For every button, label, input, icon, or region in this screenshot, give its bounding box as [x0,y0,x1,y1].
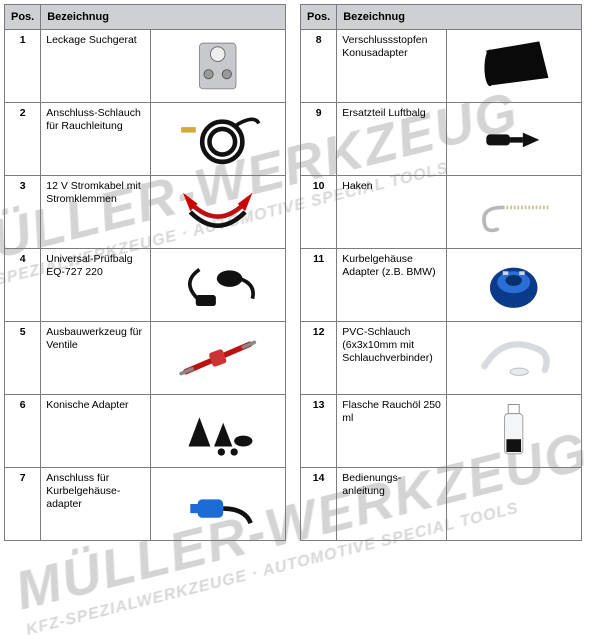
cell-pos: 1 [5,30,41,103]
table-row: 8Verschlussstopfen Konusadapter [301,30,582,103]
cell-pos: 6 [5,395,41,468]
table-row: 2Anschluss-Schlauch für Rauchleitung [5,103,286,176]
manual-icon [452,472,576,536]
cell-image [446,30,581,103]
table-row: 9Ersatzteil Luftbalg [301,103,582,176]
cell-image [150,176,285,249]
blue-adapter-icon [452,253,576,317]
cell-image [150,322,285,395]
cell-pos: 14 [301,468,337,541]
cell-desc: Anschluss-Schlauch für Rauchleitung [41,103,150,176]
table-row: 1Leckage Suchgerat [5,30,286,103]
table-row: 4Universal-Prüfbalg EQ-727 220 [5,249,286,322]
hook-icon [452,180,576,244]
cell-pos: 4 [5,249,41,322]
table-row: 14Bedienungs-anleitung [301,468,582,541]
cell-image [446,103,581,176]
cell-pos: 2 [5,103,41,176]
cell-desc: Konische Adapter [41,395,150,468]
cell-image [446,176,581,249]
cell-pos: 13 [301,395,337,468]
tables-wrap: Pos. Bezeichnug 1Leckage Suchgerat2Ansch… [0,0,593,545]
valve-tool-icon [156,326,280,390]
parts-table-left: Pos. Bezeichnug 1Leckage Suchgerat2Ansch… [4,4,286,541]
jumper-clamps-icon [156,180,280,244]
table-row: 6Konische Adapter [5,395,286,468]
cell-image [446,249,581,322]
cell-image [150,249,285,322]
table-row: 5Ausbauwerkzeug für Ventile [5,322,286,395]
cell-image [150,30,285,103]
table-row: 7Anschluss für Kurbelgehäuse-adapter [5,468,286,541]
cell-image [150,395,285,468]
cell-image [446,395,581,468]
cell-desc: Bedienungs-anleitung [337,468,447,541]
table-row: 12PVC-Schlauch (6x3x10mm mit Schlauchver… [301,322,582,395]
cell-desc: Kurbelgehäuse Adapter (z.B. BMW) [337,249,447,322]
table-row: 312 V Stromkabel mit Stromklemmen [5,176,286,249]
table-row: 11Kurbelgehäuse Adapter (z.B. BMW) [301,249,582,322]
cell-desc: Ersatzteil Luftbalg [337,103,447,176]
bottle-icon [452,399,576,463]
cell-pos: 12 [301,322,337,395]
cell-desc: PVC-Schlauch (6x3x10mm mit Schlauchverbi… [337,322,447,395]
cone-adapters-icon [156,399,280,463]
cell-pos: 7 [5,468,41,541]
table-row: 10Haken [301,176,582,249]
cell-pos: 3 [5,176,41,249]
pvc-hose-icon [452,326,576,390]
cell-desc: Haken [337,176,447,249]
spare-bellow-icon [452,107,576,171]
cell-image [150,468,285,541]
cell-image [150,103,285,176]
cell-image [446,322,581,395]
cell-desc: Verschlussstopfen Konusadapter [337,30,447,103]
col-header-pos: Pos. [301,5,337,30]
table-row: 13Flasche Rauchöl 250 ml [301,395,582,468]
cell-pos: 8 [301,30,337,103]
col-header-pos: Pos. [5,5,41,30]
col-header-desc: Bezeichnug [41,5,286,30]
cell-pos: 10 [301,176,337,249]
test-bellow-icon [156,253,280,317]
cell-desc: Flasche Rauchöl 250 ml [337,395,447,468]
blue-connector-icon [156,472,280,536]
cell-desc: Leckage Suchgerat [41,30,150,103]
cell-desc: Anschluss für Kurbelgehäuse-adapter [41,468,150,541]
device-box-icon [156,34,280,98]
cell-pos: 11 [301,249,337,322]
hose-coil-icon [156,107,280,171]
cell-desc: Ausbauwerkzeug für Ventile [41,322,150,395]
parts-table-right: Pos. Bezeichnug 8Verschlussstopfen Konus… [300,4,582,541]
cell-image [446,468,581,541]
col-header-desc: Bezeichnug [337,5,582,30]
cell-pos: 5 [5,322,41,395]
cell-pos: 9 [301,103,337,176]
black-cone-icon [452,34,576,98]
cell-desc: Universal-Prüfbalg EQ-727 220 [41,249,150,322]
cell-desc: 12 V Stromkabel mit Stromklemmen [41,176,150,249]
